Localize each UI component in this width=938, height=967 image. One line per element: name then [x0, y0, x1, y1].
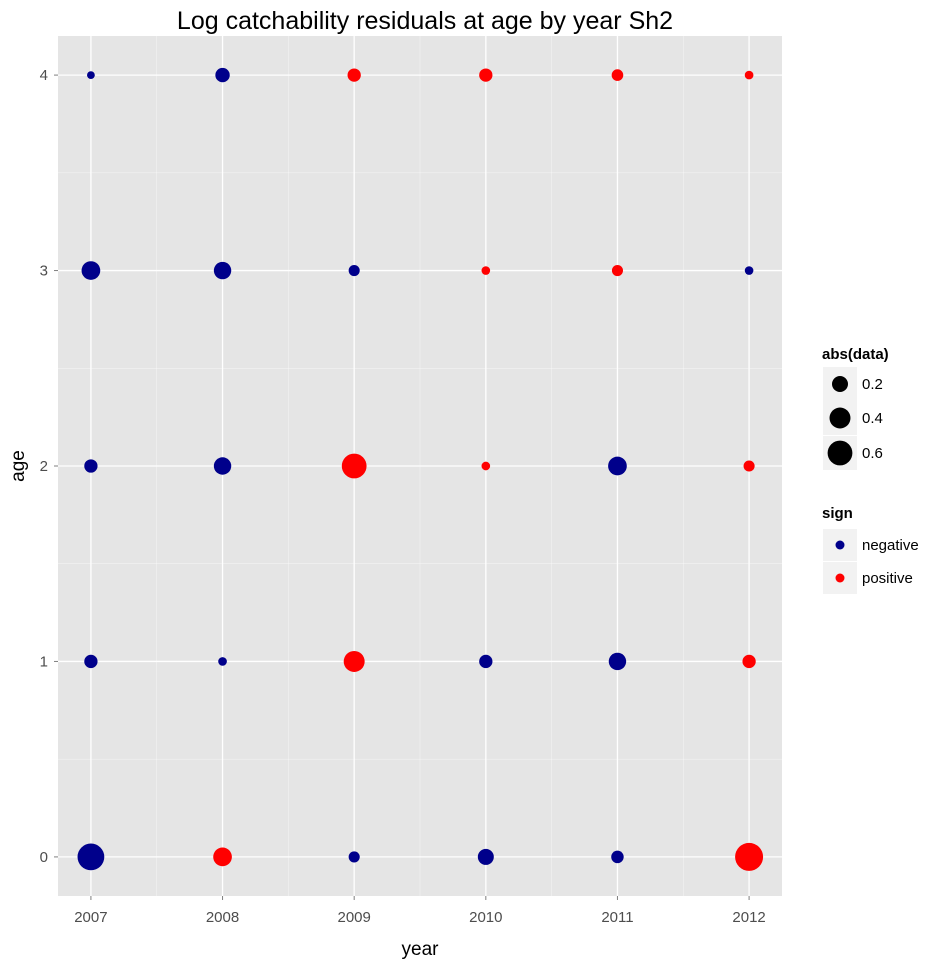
- data-point-negative: [348, 851, 360, 863]
- sign-legend-key: [835, 540, 845, 550]
- y-tick-label: 1: [40, 653, 48, 670]
- x-tick-label: 2010: [469, 909, 502, 926]
- data-points: [77, 67, 764, 871]
- data-point-positive: [479, 68, 493, 82]
- data-point-negative: [477, 848, 494, 865]
- x-tick-label: 2007: [74, 909, 107, 926]
- x-tick-label: 2009: [337, 909, 370, 926]
- data-point-positive: [481, 266, 491, 275]
- size-legend-label: 0.2: [862, 376, 883, 393]
- data-point-positive: [742, 654, 756, 669]
- data-point-positive: [611, 69, 624, 81]
- data-point-positive: [744, 70, 754, 80]
- data-point-negative: [81, 261, 101, 280]
- size-legend-key: [829, 407, 851, 429]
- y-tick-label: 3: [40, 263, 48, 280]
- data-point-positive: [343, 650, 365, 672]
- size-legend-key: [832, 376, 848, 392]
- data-point-positive: [743, 460, 755, 472]
- data-point-positive: [213, 847, 232, 867]
- data-point-negative: [215, 67, 230, 83]
- x-axis-label: year: [402, 939, 440, 960]
- data-point-negative: [611, 850, 624, 864]
- sign-legend-label: positive: [862, 570, 913, 587]
- data-point-positive: [611, 264, 624, 277]
- data-point-negative: [218, 657, 227, 666]
- sign-legend-label: negative: [862, 537, 919, 554]
- size-legend-title: abs(data): [822, 346, 889, 363]
- data-point-positive: [347, 68, 361, 82]
- y-tick-label: 2: [40, 458, 48, 475]
- data-point-negative: [77, 843, 105, 871]
- x-axis-ticks: 2007 2008 2009 2010 2011 2012: [74, 896, 766, 926]
- data-point-positive: [481, 461, 491, 471]
- size-legend-label: 0.6: [862, 445, 883, 462]
- data-point-positive: [735, 842, 764, 871]
- data-point-negative: [744, 266, 754, 275]
- data-point-negative: [84, 459, 98, 473]
- y-axis-ticks: 0 1 2 3 4: [40, 67, 58, 866]
- y-tick-label: 4: [40, 67, 48, 84]
- data-point-negative: [479, 654, 493, 669]
- x-tick-label: 2012: [732, 909, 765, 926]
- sign-legend-title: sign: [822, 505, 853, 522]
- data-point-negative: [84, 654, 98, 669]
- data-point-positive: [341, 453, 367, 479]
- data-point-negative: [213, 457, 232, 475]
- data-point-negative: [87, 71, 95, 79]
- legend: abs(data) 0.2 0.4 0.6 sign negative positive: [822, 346, 919, 594]
- data-point-negative: [348, 264, 360, 277]
- chart-title: Log catchability residuals at age by yea…: [177, 7, 673, 35]
- x-tick-label: 2008: [206, 909, 239, 926]
- size-legend-label: 0.4: [862, 410, 883, 427]
- y-axis-label: age: [8, 450, 29, 482]
- data-point-negative: [213, 261, 232, 280]
- size-legend-key: [827, 440, 853, 466]
- data-point-negative: [608, 652, 627, 671]
- data-point-negative: [608, 456, 627, 476]
- sign-legend-key: [835, 573, 845, 583]
- y-tick-label: 0: [40, 849, 48, 866]
- x-tick-label: 2011: [601, 909, 633, 926]
